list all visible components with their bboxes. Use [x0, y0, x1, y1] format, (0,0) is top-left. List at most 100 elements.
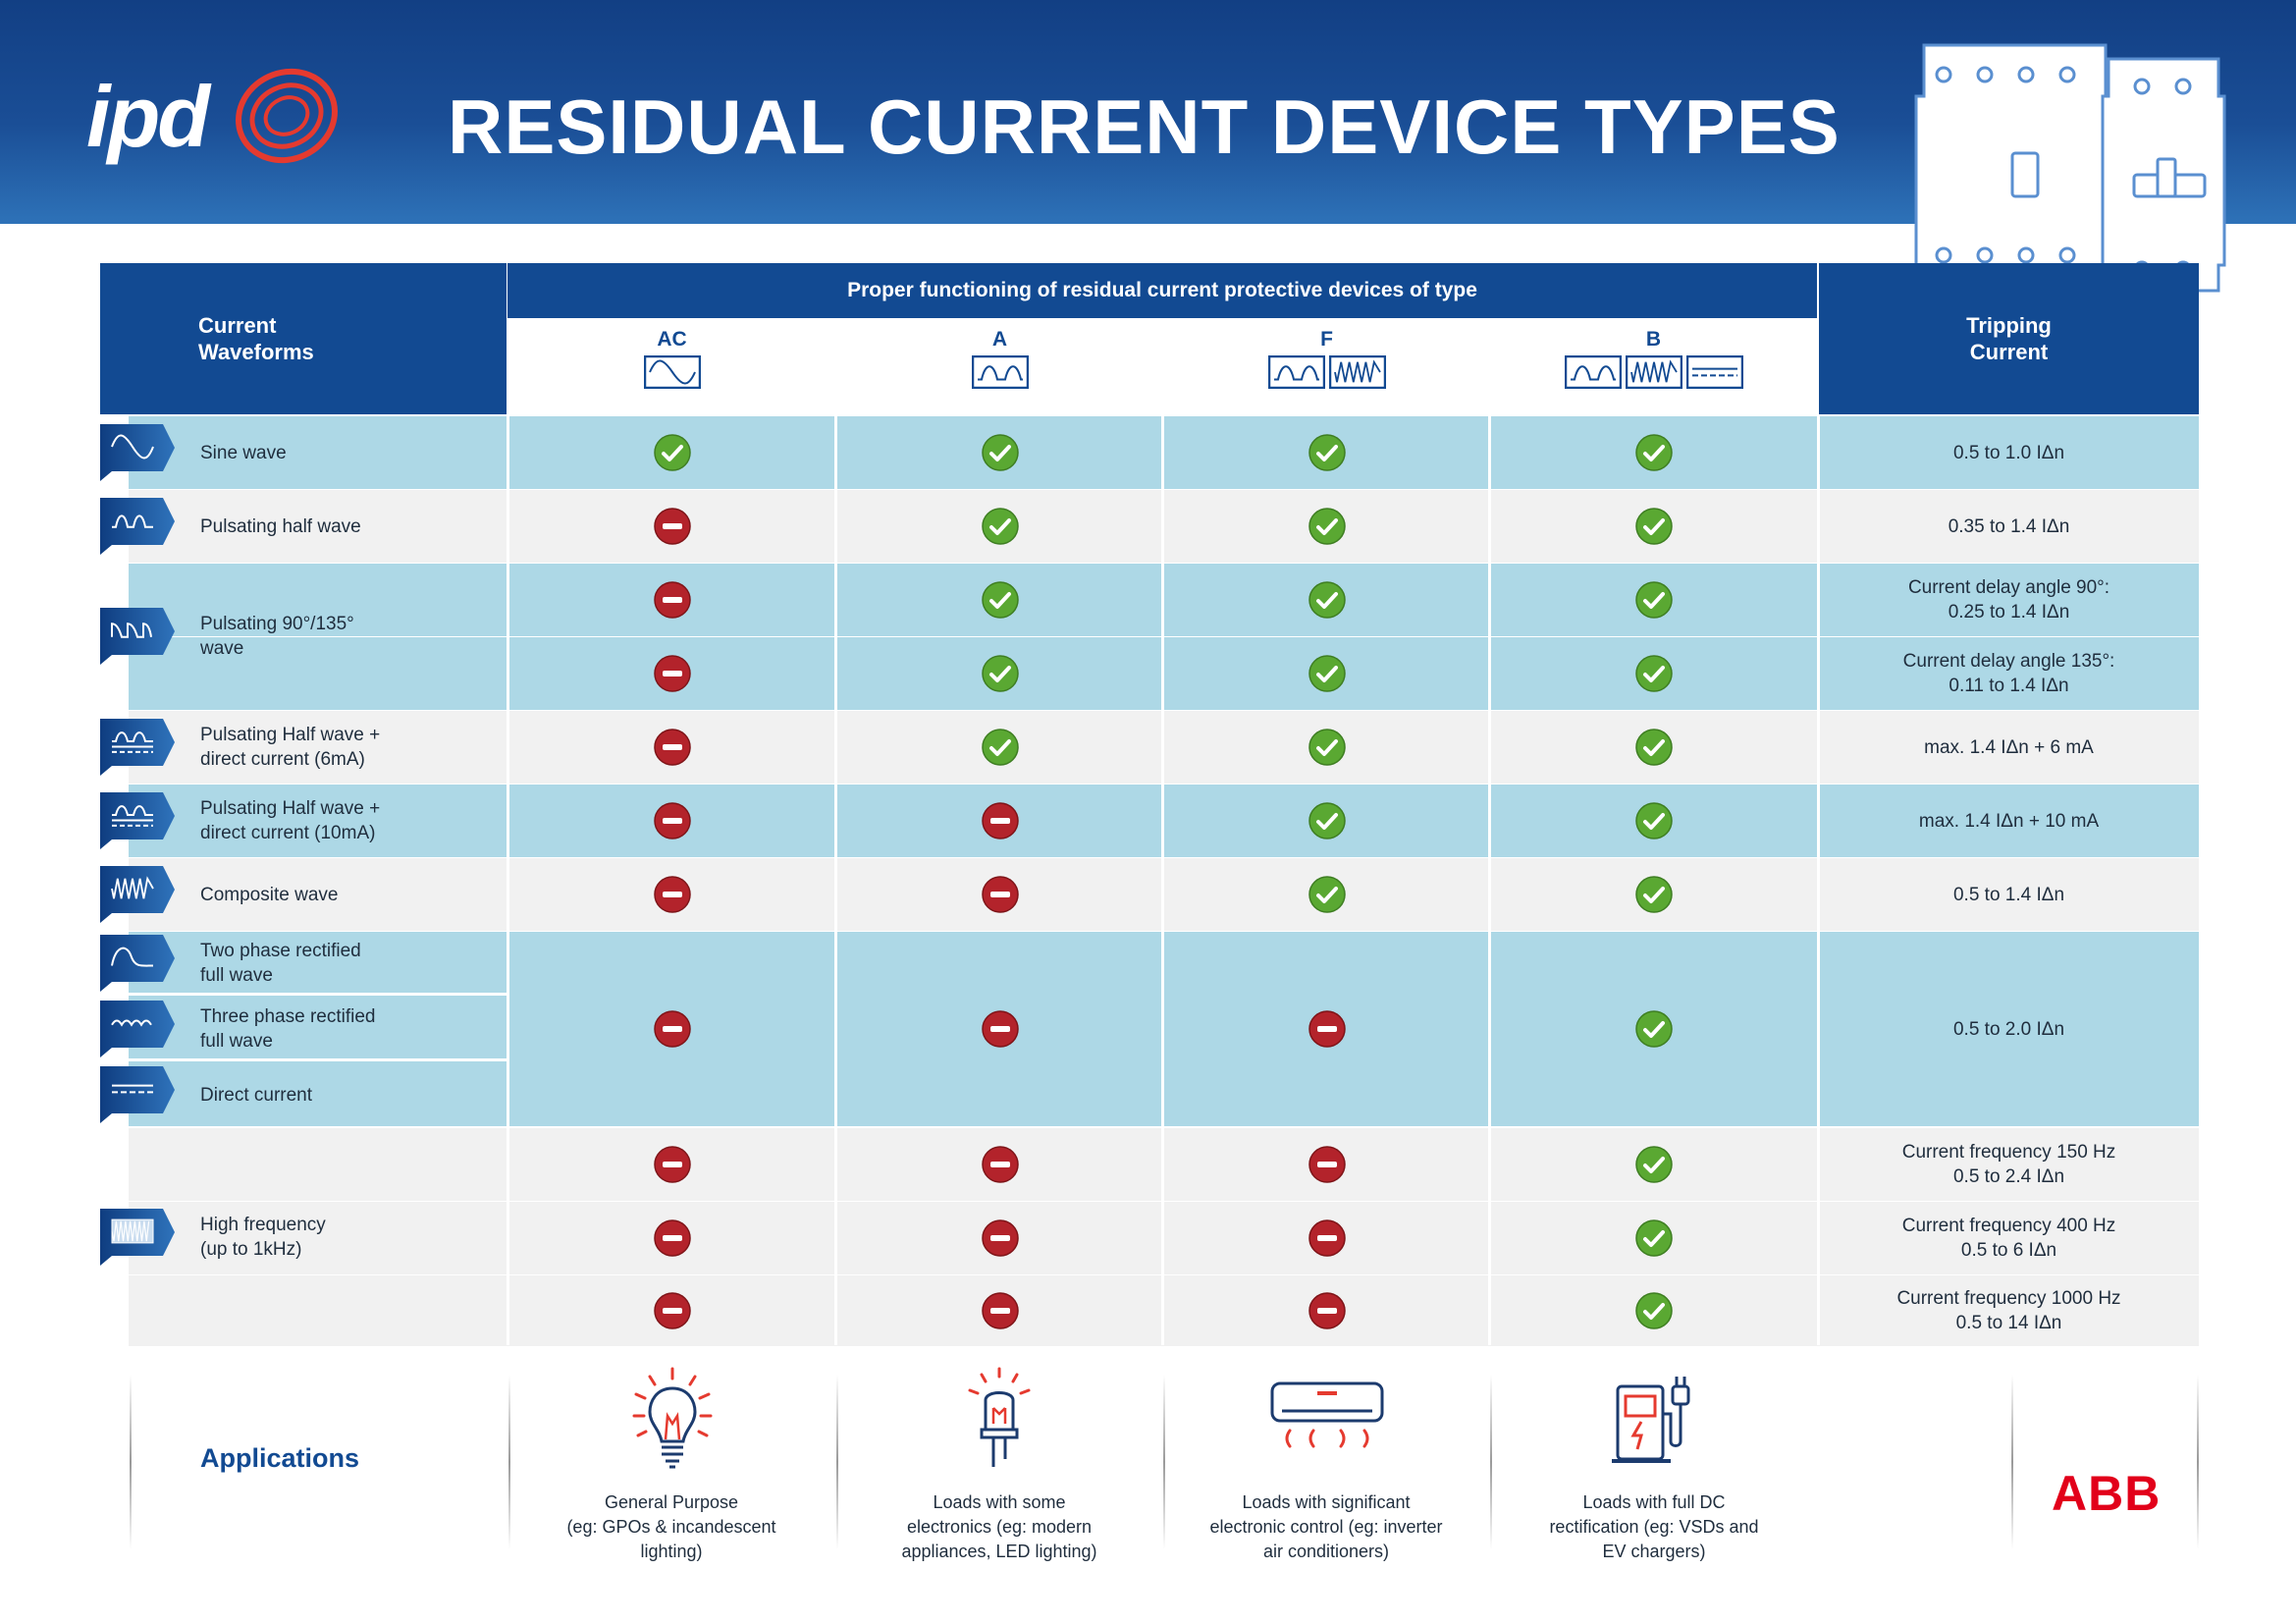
- direct-current-icon: [100, 1066, 175, 1123]
- tripping-current-value: 0.35 to 1.4 IΔn: [1948, 515, 2070, 537]
- column-divider: [507, 416, 509, 1345]
- tripping-current-value: 0.5 to 1.4 IΔn: [1952, 884, 2065, 905]
- not-suitable-icon: [653, 1292, 691, 1329]
- logo-text: ipd: [86, 68, 210, 165]
- type-header-f: F: [1163, 320, 1490, 414]
- tripping-current-value: 0.5 to 1.0 IΔn: [1952, 442, 2065, 463]
- half-wave-plus-dc-icon: [100, 792, 175, 849]
- pulsating-phase-angle-icon: [100, 608, 175, 665]
- waveform-label: Three phase rectified full wave: [200, 1006, 376, 1052]
- check-icon: [653, 434, 691, 471]
- ipd-logo: ipd: [86, 61, 351, 171]
- composite-wave-icon: [100, 866, 175, 923]
- check-icon: [1308, 655, 1346, 692]
- waveform-label: Pulsating Half wave + direct current (10…: [200, 798, 381, 843]
- not-suitable-icon: [981, 876, 1019, 913]
- check-icon: [1634, 655, 1673, 692]
- two-phase-rectified-icon: [100, 935, 175, 992]
- not-suitable-icon: [653, 1219, 691, 1257]
- high-frequency-icon: [100, 1209, 175, 1266]
- check-icon: [1308, 581, 1346, 619]
- pulsating-wave-icon: [1267, 355, 1325, 389]
- type-label: B: [1645, 328, 1662, 351]
- not-suitable-icon: [1308, 1010, 1346, 1048]
- type-waveform-icons: [836, 355, 1163, 389]
- type-header-ac: AC: [508, 320, 835, 414]
- header-waveforms-label: Current Waveforms: [198, 313, 314, 364]
- check-icon: [981, 508, 1019, 545]
- app-divider: [2011, 1375, 2013, 1549]
- type-label: A: [991, 328, 1008, 351]
- not-suitable-icon: [653, 655, 691, 692]
- check-icon: [1308, 876, 1346, 913]
- row-divider: [129, 1058, 507, 1061]
- row-divider: [129, 993, 507, 996]
- app-divider: [836, 1375, 838, 1549]
- not-suitable-icon: [653, 581, 691, 619]
- tripping-current-value: max. 1.4 IΔn + 6 mA: [1924, 736, 2094, 758]
- column-divider: [1817, 416, 1820, 1345]
- not-suitable-icon: [1308, 1146, 1346, 1183]
- composite-wave-icon: [1625, 355, 1682, 389]
- header-tripping-label: Tripping Current: [1966, 313, 2052, 364]
- tripping-current-value: Current delay angle 135°: 0.11 to 1.4 IΔ…: [1902, 651, 2115, 696]
- check-icon: [1634, 508, 1673, 545]
- check-icon: [1634, 434, 1673, 471]
- check-icon: [1308, 802, 1346, 839]
- check-icon: [981, 434, 1019, 471]
- check-icon: [1308, 434, 1346, 471]
- not-suitable-icon: [981, 1146, 1019, 1183]
- check-icon: [1308, 729, 1346, 766]
- waveform-label: Sine wave: [200, 442, 287, 463]
- waveform-label: Direct current: [200, 1084, 313, 1106]
- page-title: RESIDUAL CURRENT DEVICE TYPES: [448, 83, 1841, 170]
- type-header-a: A: [836, 320, 1163, 414]
- not-suitable-icon: [1308, 1219, 1346, 1257]
- title-banner: [0, 0, 2296, 224]
- waveform-label: High frequency (up to 1kHz): [200, 1215, 326, 1260]
- not-suitable-icon: [981, 802, 1019, 839]
- check-icon: [1308, 508, 1346, 545]
- check-icon: [1634, 1219, 1673, 1257]
- column-divider: [1488, 416, 1491, 1345]
- check-icon: [1634, 1146, 1673, 1183]
- app-divider: [130, 1375, 132, 1549]
- not-suitable-icon: [981, 1219, 1019, 1257]
- check-icon: [981, 581, 1019, 619]
- applications-label: Applications: [200, 1443, 360, 1473]
- application-text-dc-rectification: Loads with full DC rectification (eg: VS…: [1549, 1492, 1759, 1561]
- waveform-label: Pulsating 90°/135° wave: [200, 614, 354, 659]
- type-header-b: B: [1490, 320, 1817, 414]
- tripping-current-value: Current frequency 400 Hz 0.5 to 6 IΔn: [1901, 1216, 2116, 1261]
- application-text-electronics: Loads with some electronics (eg: modern …: [901, 1492, 1097, 1561]
- tripping-current-value: Current frequency 150 Hz 0.5 to 2.4 IΔn: [1901, 1142, 2116, 1187]
- check-icon: [1634, 876, 1673, 913]
- check-icon: [981, 655, 1019, 692]
- column-divider: [1161, 416, 1164, 1345]
- check-icon: [1634, 581, 1673, 619]
- not-suitable-icon: [653, 729, 691, 766]
- app-divider: [1490, 1375, 1492, 1549]
- rcd-device-illustration: [1914, 43, 2226, 293]
- led-icon: [968, 1367, 1031, 1467]
- app-divider: [1163, 1375, 1165, 1549]
- not-suitable-icon: [653, 876, 691, 913]
- not-suitable-icon: [653, 1146, 691, 1183]
- type-waveform-icons: [508, 355, 835, 389]
- waveform-label: Pulsating Half wave + direct current (6m…: [200, 725, 381, 770]
- waveform-label: Composite wave: [200, 884, 339, 905]
- tripping-current-value: Current delay angle 90°: 0.25 to 1.4 IΔn: [1907, 577, 2110, 623]
- tripping-current-value: 0.5 to 2.0 IΔn: [1952, 1018, 2065, 1040]
- header-tripping-current: Tripping Current: [1819, 263, 2199, 414]
- check-icon: [1634, 1010, 1673, 1048]
- air-conditioner-icon: [1270, 1381, 1384, 1448]
- not-suitable-icon: [981, 1292, 1019, 1329]
- not-suitable-icon: [653, 508, 691, 545]
- not-suitable-icon: [653, 1010, 691, 1048]
- app-divider: [508, 1375, 510, 1549]
- pulsating-wave-icon: [971, 355, 1029, 389]
- sine-wave-icon: [100, 424, 175, 481]
- application-text-general: General Purpose (eg: GPOs & incandescent…: [566, 1492, 776, 1561]
- half-wave-plus-dc-icon: [100, 719, 175, 776]
- waveform-label: Pulsating half wave: [200, 515, 361, 537]
